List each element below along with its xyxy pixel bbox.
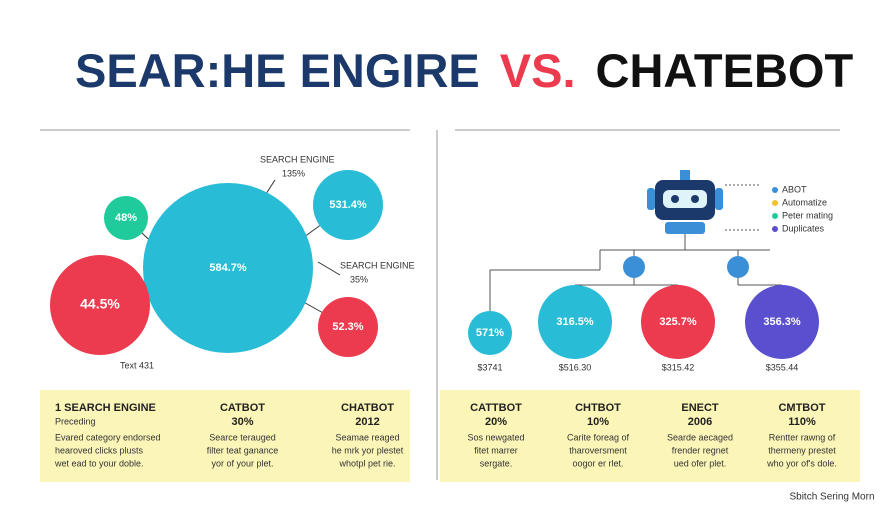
column-title: ENECT	[681, 402, 719, 414]
node	[623, 256, 645, 278]
footer: Sbitch Sering Morn	[789, 492, 874, 503]
bubble-label: 52.3%	[332, 321, 363, 333]
column-text: tharoversment	[569, 445, 627, 455]
callout: SEARCH ENGINE	[260, 154, 335, 164]
column-text: hearoved clicks plusts	[55, 445, 144, 455]
right-box	[440, 390, 860, 482]
amount: $3741	[477, 362, 502, 372]
callout-value: 35%	[350, 274, 368, 284]
legend-item: ABOT	[782, 184, 807, 194]
column-text: Searce terauged	[209, 432, 276, 442]
robot-icon	[647, 170, 723, 234]
column-text: who yor of's dole.	[766, 458, 837, 468]
bubble	[313, 170, 383, 240]
column-title: CATTBOT	[470, 402, 522, 414]
bubble	[641, 285, 715, 359]
column-text: Carite foreag of	[567, 432, 630, 442]
right-bubble-labels: 571% $3741 316.5% $516.30 325.7% $315.42 356.3…	[476, 316, 801, 372]
column-text: ued ofer plet.	[674, 458, 727, 468]
column-sub: 20%	[485, 416, 507, 428]
column-text: filter teat ganance	[207, 445, 279, 455]
bubble	[468, 311, 512, 355]
callout-value: 135%	[282, 168, 305, 178]
column-text: frender regnet	[672, 445, 729, 455]
note: Text 431	[120, 360, 154, 370]
callout: SEARCH ENGINE	[340, 260, 415, 270]
bubble-label: 325.7%	[659, 316, 697, 328]
amount: $315.42	[662, 362, 695, 372]
amount: $516.30	[559, 362, 592, 372]
column-sub: 2012	[355, 416, 379, 428]
column-text: sergate.	[480, 458, 513, 468]
bubble	[538, 285, 612, 359]
column-sub: 30%	[231, 416, 253, 428]
tables: 1 SEARCH ENGINE Preceding Evared category …	[54, 402, 837, 468]
legend: ABOT Automatize Peter mating Duplicates	[772, 184, 833, 233]
legend-item: Automatize	[782, 197, 827, 207]
column-text: Searde aecaged	[667, 432, 733, 442]
column-title: CHTBOT	[575, 402, 621, 414]
column-text: Seamae reaged	[335, 432, 399, 442]
column-text: yor of your plet.	[211, 458, 273, 468]
column-sub: 110%	[788, 416, 816, 428]
column-title: CATBOT	[220, 402, 265, 414]
bubble	[104, 196, 148, 240]
title: SEAR:HE ENGIRE VS. CHATEBOT	[75, 44, 853, 97]
column-text: Evared category endorsed	[55, 432, 161, 442]
legend-item: Duplicates	[782, 223, 825, 233]
column-text: Rentter rawng of	[769, 432, 836, 442]
title-vs: VS.	[500, 44, 576, 97]
column-text: whotpl pet rie.	[338, 458, 395, 468]
tree-lines	[489, 184, 782, 311]
bubble-label: 44.5%	[80, 296, 120, 312]
column-title: CMTBOT	[778, 402, 825, 414]
node	[727, 256, 749, 278]
column-title: 1 SEARCH ENGINE	[55, 402, 156, 414]
legend-item: Peter mating	[782, 210, 833, 220]
column-text: thermeny prestet	[768, 445, 836, 455]
column-sub: 10%	[587, 416, 609, 428]
title-left: SEAR:HE ENGIRE	[75, 44, 480, 97]
bubble-label: 48%	[115, 212, 137, 224]
bubble-label: 571%	[476, 327, 504, 339]
bubble	[50, 255, 150, 355]
column-text: Sos newgated	[467, 432, 524, 442]
dividers	[40, 129, 840, 480]
column-text: wet ead to your doble.	[54, 458, 144, 468]
bubble-label: 531.4%	[329, 199, 367, 211]
column-title: CHATBOT	[341, 402, 394, 414]
bubble	[143, 183, 313, 353]
title-right: CHATEBOT	[596, 44, 854, 97]
bubble	[318, 297, 378, 357]
bubble-label: 316.5%	[556, 316, 594, 328]
column-sub: Preceding	[55, 416, 96, 426]
column-text: fitet marrer	[474, 445, 518, 455]
bubble-label: 356.3%	[763, 316, 801, 328]
bubble-label: 584.7%	[209, 262, 247, 274]
column-sub: 2006	[688, 416, 712, 428]
column-text: oogor er rlet.	[572, 458, 623, 468]
amount: $355.44	[766, 362, 799, 372]
bubble	[745, 285, 819, 359]
left-box	[40, 390, 410, 482]
column-text: he mrk yor plestet	[332, 445, 404, 455]
